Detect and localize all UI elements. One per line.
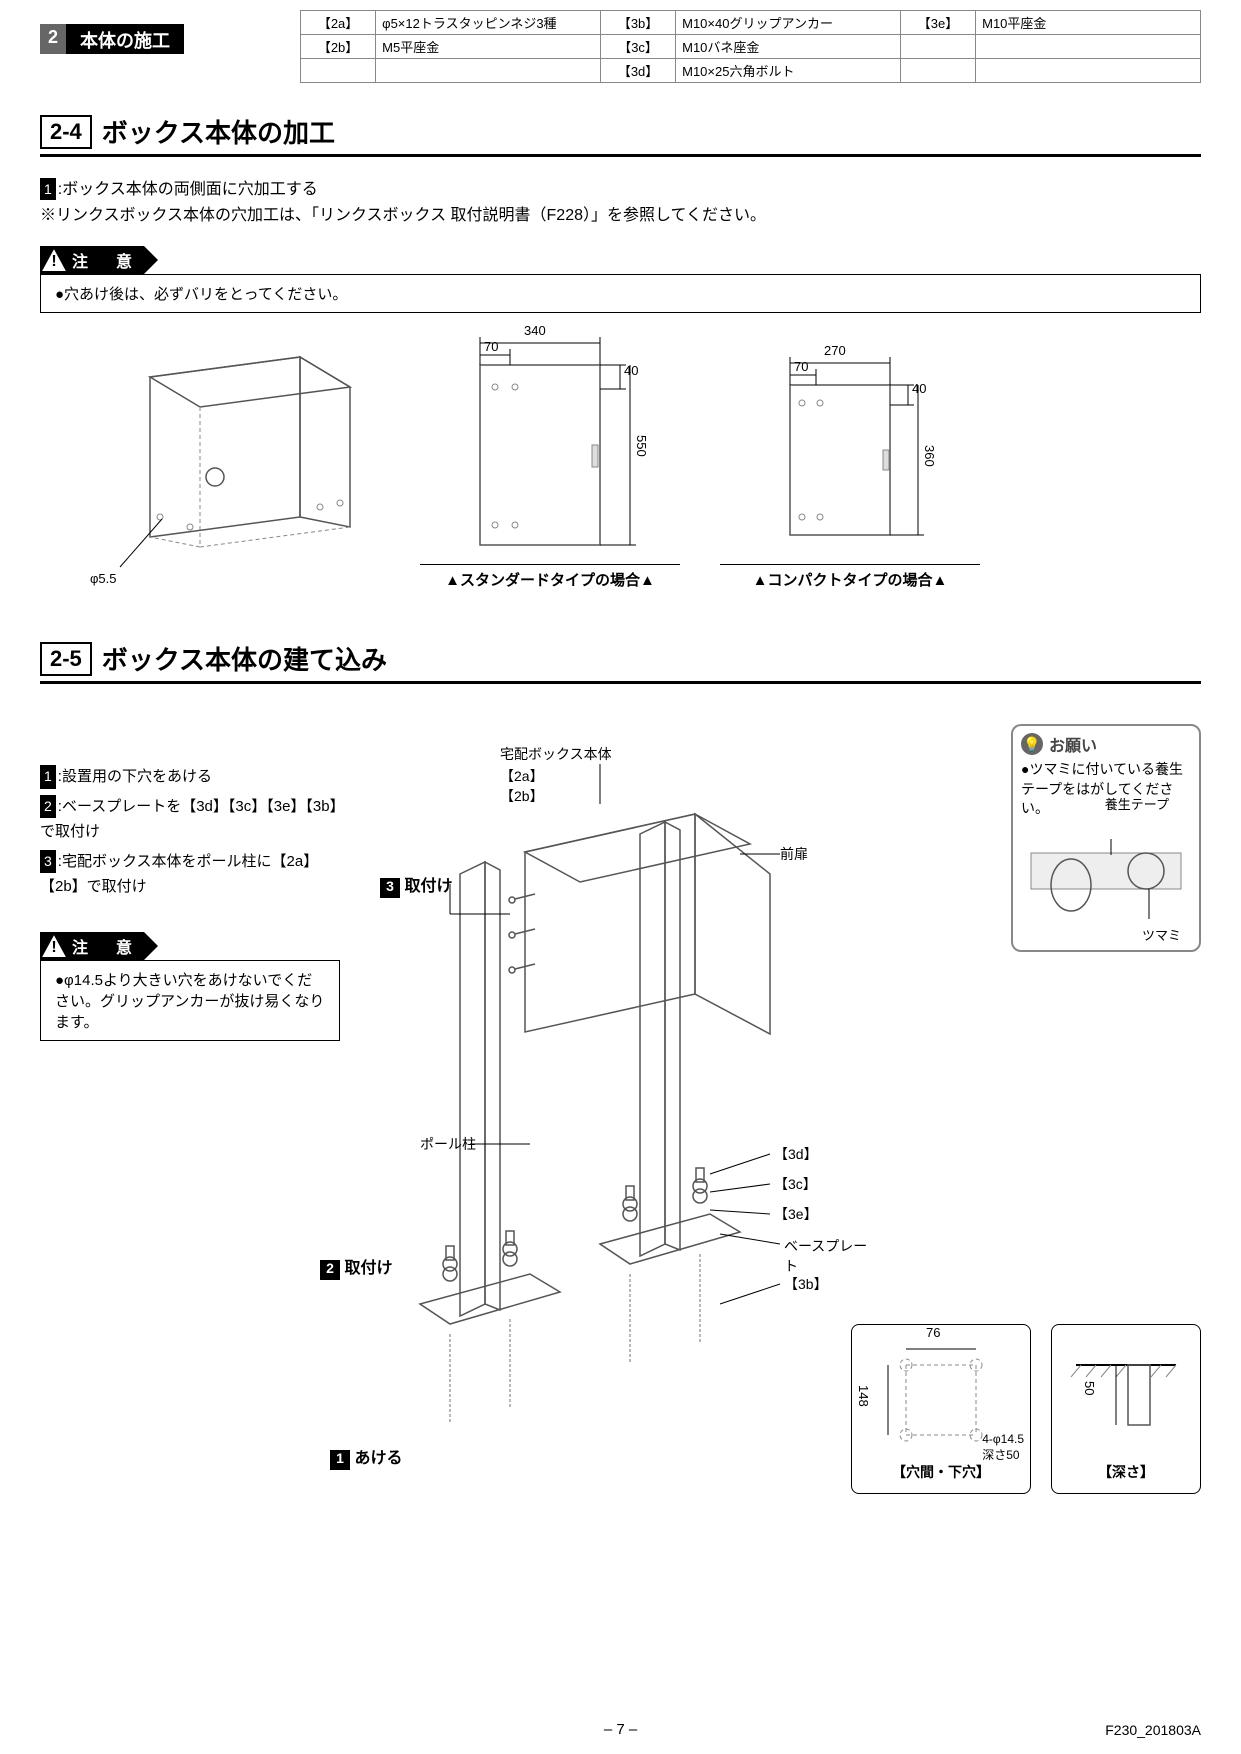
standard-label: ▲スタンダードタイプの場合▲ [420,564,680,590]
compact-label: ▲コンパクトタイプの場合▲ [720,564,980,590]
warning-icon: ! [42,935,66,957]
compact-type-diagram [720,325,980,555]
section-label: 本体の施工 [66,24,184,54]
phi-label: φ5.5 [90,571,117,586]
parts-reference-table: 【2a】 φ5×12トラスタッピンネジ3種 【3b】 M10×40グリップアンカ… [300,10,1201,83]
pt-desc: M10平座金 [976,11,1201,35]
caution-title: 注 意 [72,248,138,272]
iso-box-diagram [40,327,380,587]
pt-code: 【3e】 [900,11,975,35]
pt-desc: M10×40グリップアンカー [676,11,901,35]
assembly-diagram: 宅配ボックス本体 【2a】 【2b】 前扉 ポール柱 【3d】 【3c】 【3e… [300,744,880,1484]
rule [40,154,1201,157]
caution-text: ●穴あけ後は、必ずバリをとってください。 [40,274,1201,313]
section-bar: 2 本体の施工 [40,24,184,54]
pt-desc: φ5×12トラスタッピンネジ3種 [376,11,601,35]
bulb-icon: 💡 [1021,733,1043,755]
steps-list: 1:設置用の下穴をあける 2:ベースプレートを【3d】【3c】【3e】【3b】で… [40,764,340,904]
request-box: 💡 お願い ●ツマミに付いている養生テープをはがしてください。 養生テープ ツマ… [1011,724,1201,952]
detail-diagrams: 76 148 4-φ14.5 深さ50 【穴間・下穴】 [851,1324,1201,1494]
knob-diagram [1021,819,1191,939]
pt-code: 【3b】 [600,11,675,35]
sub-number: 2-4 [40,115,92,149]
page-number: – 7 – [0,1721,1241,1738]
sub-title: ボックス本体の加工 [102,113,335,150]
pt-code: 【2a】 [301,11,376,35]
body-text-24: 1:ボックス本体の両側面に穴加工する ※リンクスボックス本体の穴加工は、「リンク… [40,177,1201,228]
warning-icon: ! [42,249,66,271]
diagram-row-24: φ5.5 [40,325,1201,590]
section-number: 2 [40,24,66,54]
caution-25: ! 注 意 ●φ14.5より大きい穴をあけないでください。グリップアンカーが抜け… [40,932,340,1041]
subheading-2-5: 2-5 ボックス本体の建て込み [40,640,1201,677]
subheading-2-4: 2-4 ボックス本体の加工 [40,113,1201,150]
document-code: F230_201803A [1105,1722,1201,1738]
caution-24: ! 注 意 ●穴あけ後は、必ずバリをとってください。 [40,246,1201,313]
